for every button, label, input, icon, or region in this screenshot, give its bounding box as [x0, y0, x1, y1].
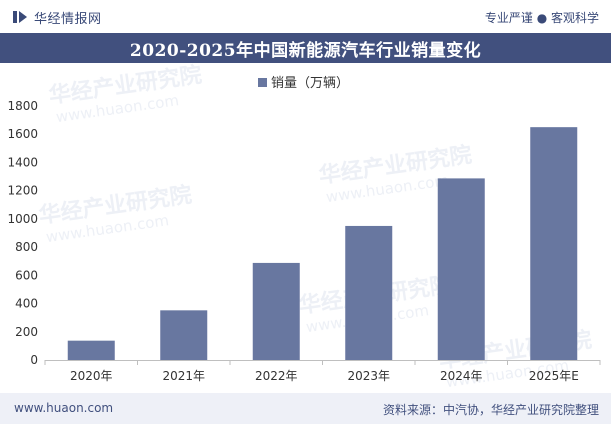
bar [160, 310, 208, 360]
legend-swatch [258, 78, 267, 87]
bars [67, 127, 578, 361]
chart-title: 2020-2025年中国新能源汽车行业销量变化 [0, 33, 611, 63]
top-bar: 华经情报网 专业严谨 ● 客观科学 [0, 0, 611, 33]
y-tick-label: 1000 [7, 212, 38, 226]
y-tick-label: 0 [30, 353, 38, 367]
x-tick-label: 2022年 [255, 369, 298, 383]
brand[interactable]: 华经情报网 [12, 8, 102, 27]
brand-logo-icon [13, 11, 27, 23]
footer-source: 资料来源：中汽协，华经产业研究院整理 [382, 403, 599, 417]
y-tick-label: 1600 [7, 127, 38, 141]
bar [345, 225, 393, 360]
x-tick-label: 2023年 [347, 369, 390, 383]
bar [67, 340, 115, 360]
y-tick-label: 400 [15, 297, 38, 311]
y-tick-label: 600 [15, 268, 38, 282]
slogan: 专业严谨 ● 客观科学 [484, 11, 599, 25]
legend-label: 销量（万辆） [271, 76, 349, 91]
y-tick-label: 1400 [7, 155, 38, 169]
x-tick-label: 2025年E [529, 369, 579, 383]
watermark-layer: 华经产业研究院www.huaon.com华经产业研究院www.huaon.com… [37, 63, 593, 391]
y-axis: 0 200 400 600 800 1000 1200 1400 1600 1800 [7, 99, 38, 367]
bar [530, 127, 578, 361]
x-tick-label: 2021年 [162, 369, 205, 383]
y-tick-label: 800 [15, 240, 38, 254]
legend: 销量（万辆） [258, 76, 349, 91]
bar-chart: 华经产业研究院www.huaon.com华经产业研究院www.huaon.com… [7, 63, 601, 391]
y-tick-label: 1800 [7, 99, 38, 113]
x-tick-label: 2020年 [70, 369, 113, 383]
bar [252, 262, 300, 360]
footer-website[interactable]: www.huaon.com [14, 401, 114, 415]
y-tick-label: 1200 [7, 184, 38, 198]
x-tick-label: 2024年 [440, 369, 483, 383]
brand-name: 华经情报网 [34, 11, 102, 27]
y-tick-label: 200 [15, 325, 38, 339]
footer: www.huaon.com 资料来源：中汽协，华经产业研究院整理 [0, 393, 611, 424]
bar [437, 178, 485, 360]
x-axis: 2020年 2021年 2022年 2023年 2024年 2025年E [44, 360, 601, 383]
